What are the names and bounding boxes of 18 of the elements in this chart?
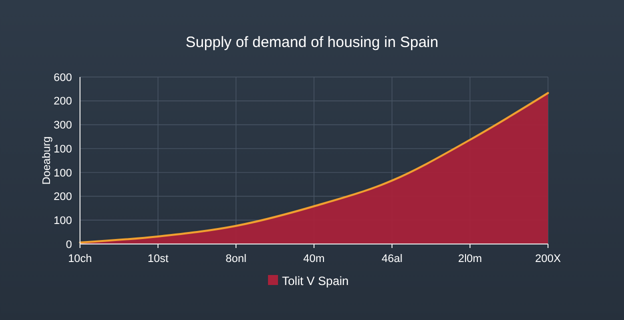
legend-label: Tolit V Spain bbox=[282, 274, 349, 288]
x-tick-label: 2l0m bbox=[458, 253, 482, 265]
text: 600 bbox=[54, 72, 72, 84]
x-tick-label: 10st bbox=[148, 253, 168, 265]
text: 200 bbox=[54, 96, 72, 108]
text: 100 bbox=[54, 214, 72, 227]
text: 300 bbox=[54, 120, 72, 132]
text: 100 bbox=[54, 167, 72, 180]
x-tick-label: 200X bbox=[535, 253, 562, 265]
x-tick-label: 8onl bbox=[226, 253, 246, 265]
y-axis-title: Doeaburg bbox=[41, 136, 53, 185]
text: 200 bbox=[54, 191, 72, 204]
x-tick-label: 40m bbox=[303, 253, 325, 265]
text: 0 bbox=[66, 238, 72, 251]
x-tick-label: 46al bbox=[382, 253, 402, 265]
x-tick-label: 10ch bbox=[68, 253, 92, 265]
chart-title: Supply of demand of housing in Spain bbox=[186, 34, 438, 51]
text: 100 bbox=[54, 143, 72, 156]
